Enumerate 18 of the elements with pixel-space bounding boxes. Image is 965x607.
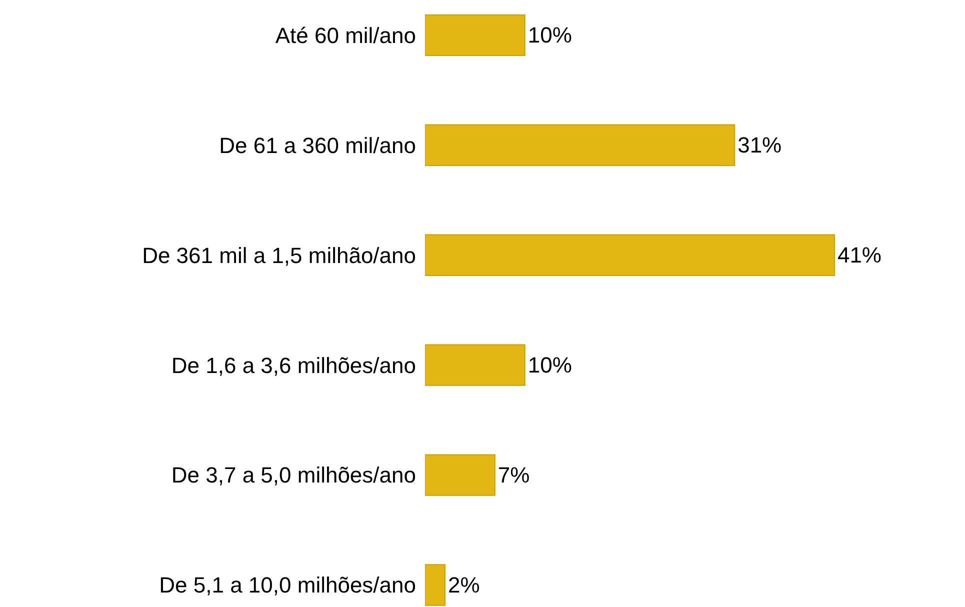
y-tick-label: De 1,6 a 3,6 milhões/ano [171, 352, 416, 378]
data-label: 10% [528, 22, 572, 48]
data-label: 31% [738, 132, 782, 158]
bar [425, 124, 736, 166]
bar [425, 234, 835, 276]
y-tick-label: De 3,7 a 5,0 milhões/ano [171, 462, 416, 488]
bar [425, 344, 526, 386]
y-tick-label: De 5,1 a 10,0 milhões/ano [159, 572, 416, 598]
bar [425, 564, 446, 606]
y-tick-label: De 61 a 360 mil/ano [219, 132, 416, 158]
bar [425, 14, 526, 56]
bar [425, 454, 496, 496]
y-tick-label: De 361 mil a 1,5 milhão/ano [142, 242, 416, 268]
data-label: 7% [498, 462, 530, 488]
y-tick-label: Até 60 mil/ano [275, 22, 416, 48]
data-label: 10% [528, 352, 572, 378]
data-label: 2% [448, 572, 480, 598]
data-label: 41% [837, 242, 882, 268]
